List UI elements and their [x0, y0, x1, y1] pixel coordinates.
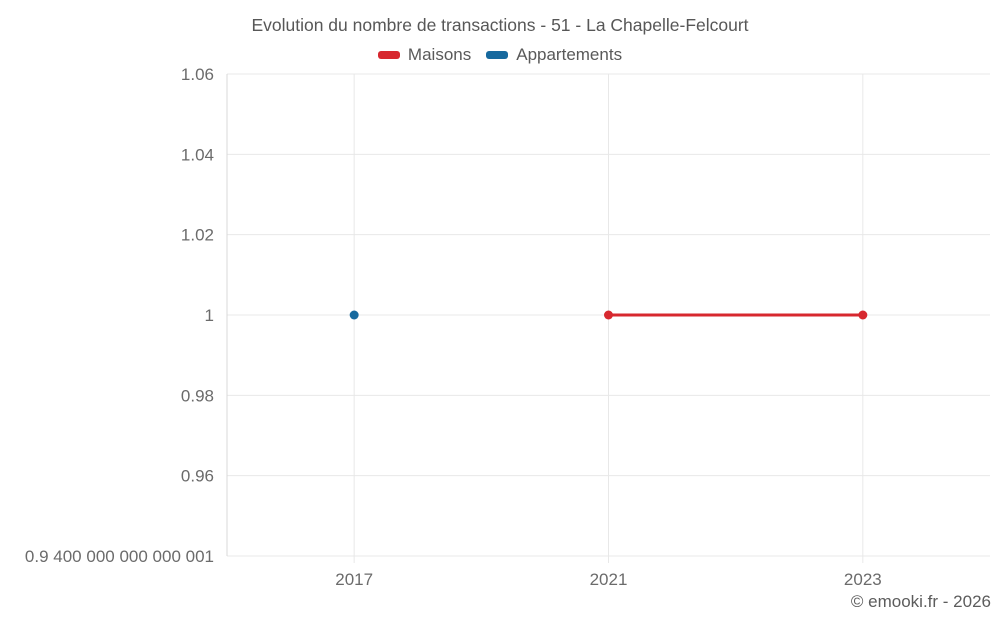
y-tick-label: 0.96: [181, 467, 214, 486]
maisons-series-swatch: [377, 51, 400, 59]
series-maisons: [604, 310, 868, 320]
series-appartements: [349, 310, 359, 320]
x-tick-label: 2023: [844, 570, 882, 589]
legend: Maisons Appartements: [0, 45, 1000, 65]
data-point-maisons[interactable]: [604, 310, 613, 320]
chart-title: Evolution du nombre de transactions - 51…: [251, 15, 749, 35]
y-tick-label: 1: [205, 306, 214, 325]
y-tick-label: 1.02: [181, 226, 214, 245]
y-tick-label: 0.98: [181, 386, 214, 405]
y-tick-label: 1.06: [181, 65, 214, 84]
credits-link[interactable]: © emooki.fr - 2026: [850, 592, 991, 611]
data-point-appartements[interactable]: [349, 310, 359, 320]
legend-item-appartements[interactable]: Appartements: [486, 45, 622, 65]
appartements-series-swatch: [486, 51, 509, 59]
x-tick-label: 2021: [590, 570, 628, 589]
data-point-maisons[interactable]: [858, 310, 868, 320]
legend-item-maisons[interactable]: Maisons: [377, 45, 472, 65]
legend-label-maisons: Maisons: [407, 45, 472, 64]
x-tick-label: 2017: [335, 570, 373, 589]
y-tick-label: 0.9 400 000 000 000 001: [25, 547, 214, 566]
legend-label-appartements: Appartements: [516, 45, 623, 64]
y-tick-label: 1.04: [181, 145, 214, 164]
x-grid-and-labels: 2017 2021 2023: [335, 74, 882, 589]
